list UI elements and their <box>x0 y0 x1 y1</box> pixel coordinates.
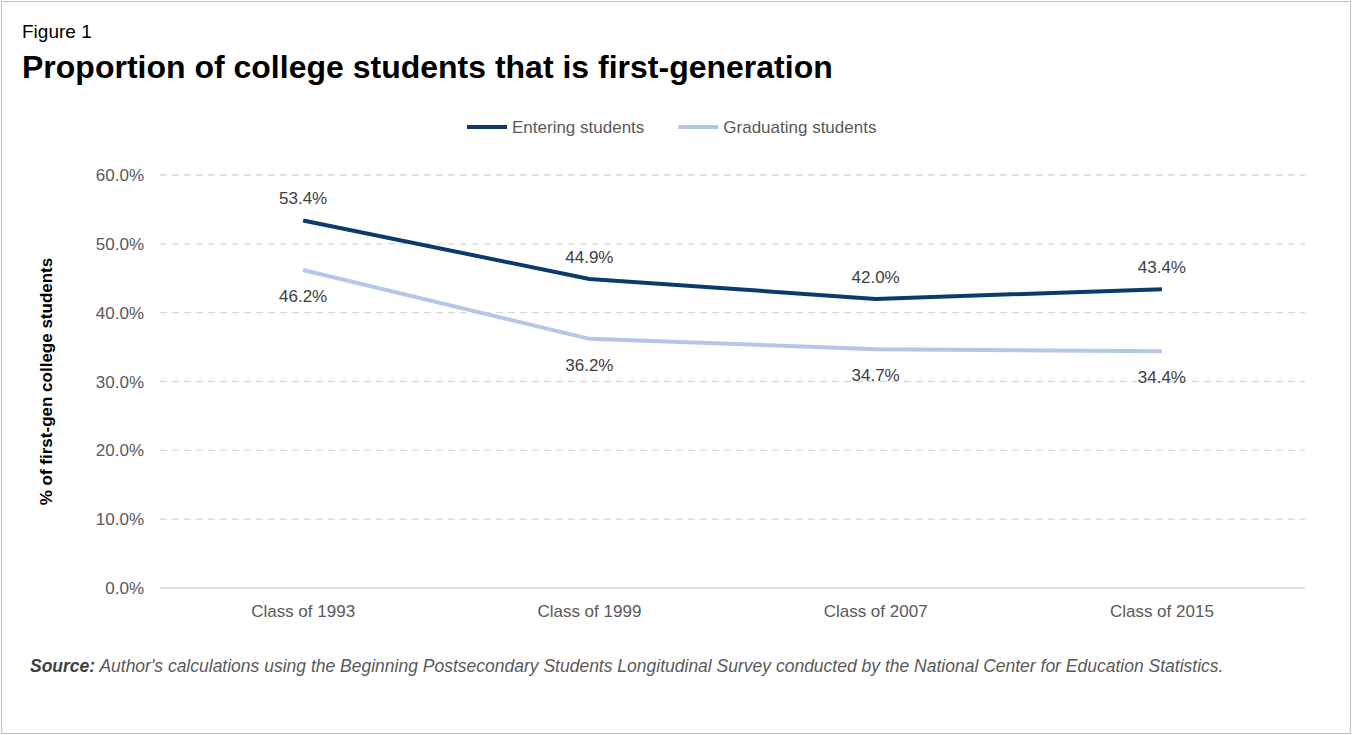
x-tick-label: Class of 2007 <box>824 602 928 621</box>
x-axis-line <box>160 587 1305 589</box>
source: Source: Author's calculations using the … <box>30 654 1280 679</box>
y-axis-label: % of first-gen college students <box>37 258 56 505</box>
legend-swatch <box>678 125 718 129</box>
series-line <box>303 270 1162 351</box>
y-tick-label: 50.0% <box>96 235 144 254</box>
data-label: 44.9% <box>565 248 613 267</box>
x-tick-label: Class of 1993 <box>251 602 355 621</box>
grid-line <box>160 312 1305 313</box>
chart-svg: Figure 1 Proportion of college students t… <box>0 0 1352 735</box>
grid-line <box>160 519 1305 520</box>
legend-label: Graduating students <box>723 118 876 137</box>
data-label: 42.0% <box>852 268 900 287</box>
grid-line <box>160 174 1305 175</box>
grid-line <box>160 450 1305 451</box>
x-tick-label: Class of 2015 <box>1110 602 1214 621</box>
data-label: 34.4% <box>1138 368 1186 387</box>
data-label: 36.2% <box>565 356 613 375</box>
source-label: Source: <box>30 656 95 676</box>
data-label: 53.4% <box>279 189 327 208</box>
y-tick-label: 30.0% <box>96 373 144 392</box>
source-text: Author's calculations using the Beginnin… <box>99 656 1223 676</box>
grid-line <box>160 243 1305 244</box>
series-line <box>303 220 1162 298</box>
data-label: 46.2% <box>279 287 327 306</box>
y-tick-label: 20.0% <box>96 441 144 460</box>
title: Proportion of college students that is f… <box>22 49 833 85</box>
y-tick-label: 40.0% <box>96 304 144 323</box>
plot-marks <box>303 220 1162 351</box>
y-tick-label: 10.0% <box>96 510 144 529</box>
legend-label: Entering students <box>512 118 644 137</box>
grid-line <box>160 381 1305 382</box>
chart-root: Figure 1 Proportion of college students t… <box>0 0 1352 735</box>
x-tick-label: Class of 1999 <box>537 602 641 621</box>
legend-swatch <box>467 125 507 129</box>
data-label: 34.7% <box>852 366 900 385</box>
figure-label: Figure 1 <box>22 21 92 42</box>
data-label: 43.4% <box>1138 258 1186 277</box>
y-tick-label: 60.0% <box>96 166 144 185</box>
y-tick-label: 0.0% <box>105 579 144 598</box>
